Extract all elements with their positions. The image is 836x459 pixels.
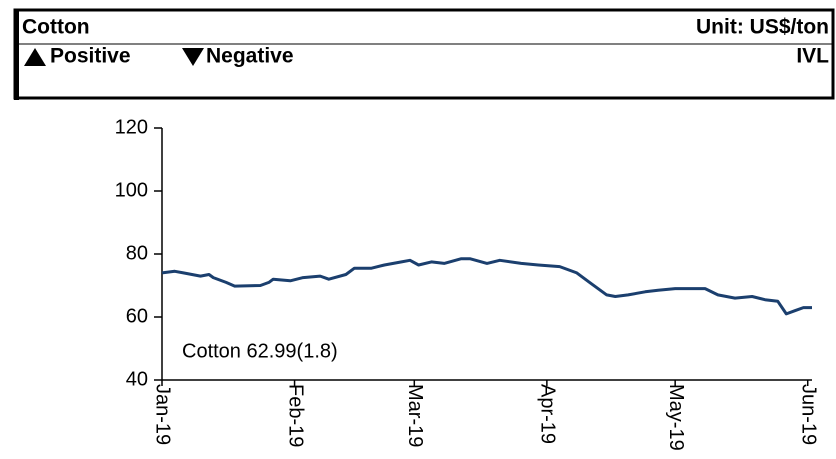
- line-series: [161, 257, 812, 316]
- y-tick-label: 80: [126, 242, 148, 264]
- y-tick-label: 120: [115, 116, 148, 138]
- x-tick-label: Jun-19: [797, 384, 819, 445]
- annotation: Cotton 62.99(1.8): [182, 340, 338, 362]
- legend-positive: Positive: [50, 45, 131, 68]
- x-tick-label: Apr-19: [537, 384, 559, 444]
- header-edge: [14, 10, 19, 100]
- legend-negative: Negative: [206, 45, 294, 68]
- down-triangle: [182, 48, 204, 66]
- up-triangle: [24, 48, 46, 66]
- x-tick-label: Feb-19: [284, 384, 306, 447]
- y-tick-label: 60: [126, 305, 148, 327]
- header-code: IVL: [796, 45, 829, 68]
- y-tick-label: 100: [115, 179, 148, 201]
- x-tick-label: May-19: [665, 384, 687, 451]
- header-title: Cotton: [22, 16, 90, 39]
- x-tick-label: Mar-19: [404, 384, 426, 447]
- header-unit: Unit: US$/ton: [696, 16, 829, 39]
- y-tick-label: 40: [126, 368, 148, 390]
- x-tick-label: Jan-19: [152, 384, 174, 445]
